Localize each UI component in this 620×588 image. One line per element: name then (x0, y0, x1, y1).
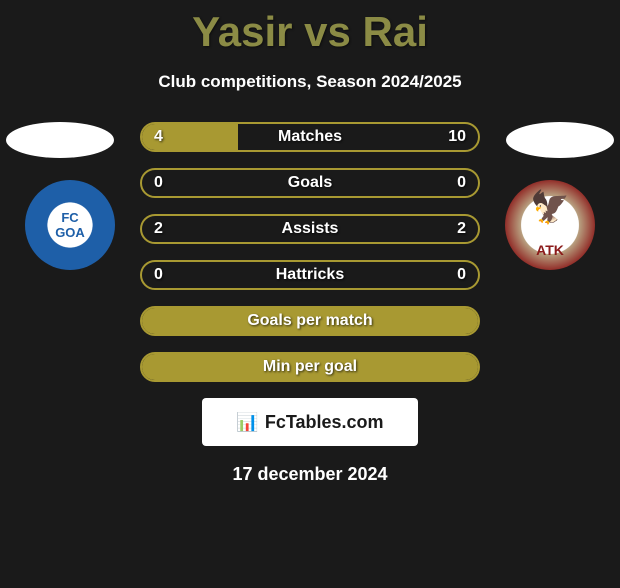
comparison-date: 17 december 2024 (0, 464, 620, 485)
stat-value-right: 2 (457, 216, 466, 242)
stat-value-right: 10 (448, 124, 466, 150)
stat-bar-hattricks: 0 Hattricks 0 (140, 260, 480, 290)
stat-label: Min per goal (142, 354, 478, 380)
stat-label: Goals (142, 170, 478, 196)
page-subtitle: Club competitions, Season 2024/2025 (0, 72, 620, 92)
player2-club-logo (505, 180, 595, 270)
watermark[interactable]: 📊 FcTables.com (202, 398, 418, 446)
stat-bar-min-per-goal: Min per goal (140, 352, 480, 382)
stat-label: Matches (142, 124, 478, 150)
stat-label: Goals per match (142, 308, 478, 334)
player1-avatar (6, 122, 114, 158)
stat-value-right: 0 (457, 170, 466, 196)
stat-bar-goals: 0 Goals 0 (140, 168, 480, 198)
stat-bar-assists: 2 Assists 2 (140, 214, 480, 244)
comparison-content: 4 Matches 10 0 Goals 0 2 Assists 2 0 Hat… (0, 122, 620, 485)
page-title: Yasir vs Rai (0, 8, 620, 56)
stat-bar-goals-per-match: Goals per match (140, 306, 480, 336)
watermark-text: FcTables.com (265, 412, 384, 433)
stats-container: 4 Matches 10 0 Goals 0 2 Assists 2 0 Hat… (140, 122, 480, 382)
player1-club-logo (25, 180, 115, 270)
stat-label: Assists (142, 216, 478, 242)
stat-bar-matches: 4 Matches 10 (140, 122, 480, 152)
stat-label: Hattricks (142, 262, 478, 288)
chart-icon: 📊 (236, 412, 258, 433)
player2-avatar (506, 122, 614, 158)
stat-value-right: 0 (457, 262, 466, 288)
